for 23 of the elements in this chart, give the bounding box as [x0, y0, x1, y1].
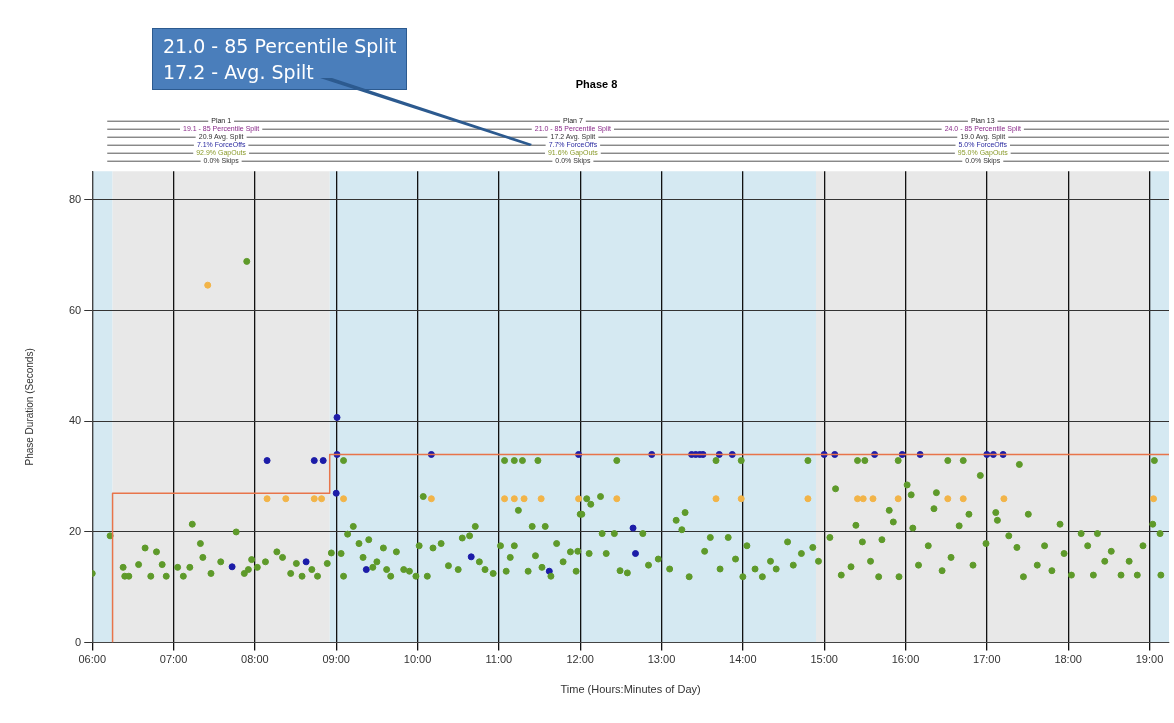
y-tick-label: 80: [68, 193, 82, 205]
x-tick-label: 17:00: [973, 653, 1001, 666]
x-tick-label: 19:00: [1135, 653, 1164, 666]
y-tick-label: 40: [68, 414, 82, 427]
x-tick-label: 15:00: [810, 653, 838, 666]
x-axis-title: Time (Hours:Minutes of Day): [560, 683, 701, 696]
x-tick-label: 09:00: [322, 653, 350, 666]
x-tick-label: 11:00: [485, 653, 513, 666]
y-axis-title: Phase Duration (Seconds): [23, 348, 35, 466]
x-tick-label: 06:00: [78, 653, 106, 666]
x-tick-label: 12:00: [566, 653, 594, 666]
text: 21.0 - 85 Percentile Split 17.2 - Avg. Spilt: [152, 28, 408, 90]
x-tick-label: 10:00: [403, 653, 432, 666]
x-tick-label: 13:00: [647, 653, 676, 666]
y-tick-label: 60: [68, 303, 82, 316]
chart-title: Phase 8: [575, 77, 618, 90]
x-tick-label: 07:00: [159, 653, 188, 666]
x-tick-label: 18:00: [1054, 653, 1082, 666]
x-tick-label: 08:00: [241, 653, 269, 666]
x-tick-label: 16:00: [891, 653, 920, 666]
y-tick-label: 0: [75, 635, 82, 648]
y-tick-label: 20: [68, 524, 82, 537]
x-tick-label: 14:00: [729, 653, 757, 666]
